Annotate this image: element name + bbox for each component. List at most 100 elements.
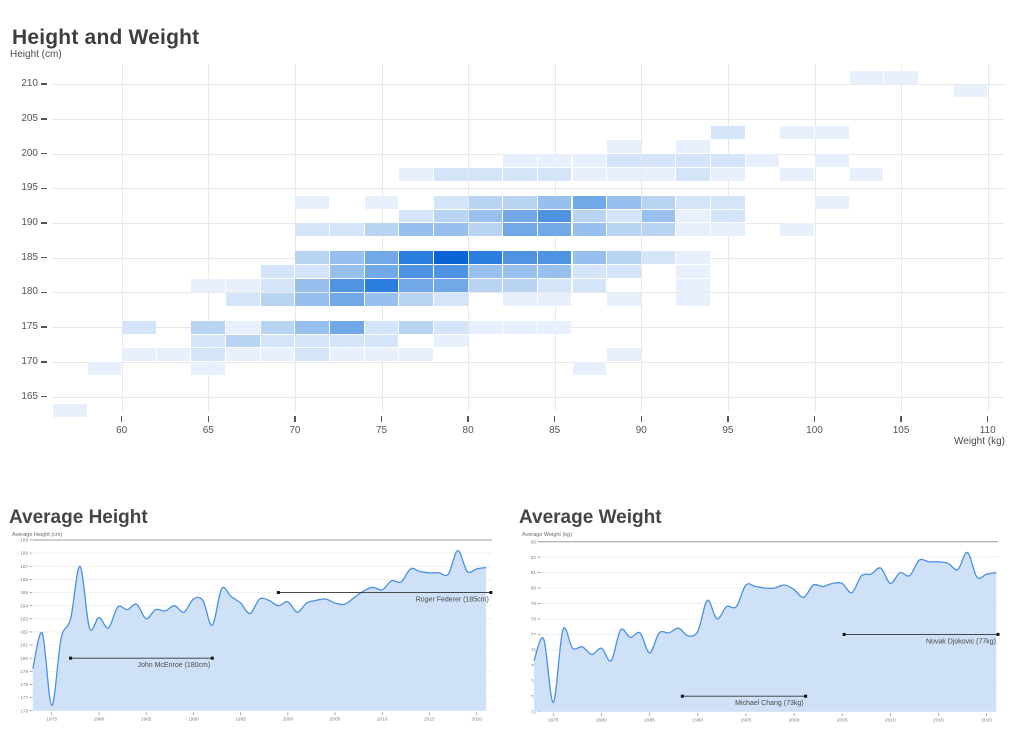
heatmap-cell bbox=[226, 348, 260, 362]
x-tick-mark bbox=[467, 416, 469, 422]
heatmap-cell bbox=[364, 320, 399, 334]
heatmap-cell bbox=[295, 348, 329, 362]
heatmap-cell bbox=[676, 251, 711, 265]
heatmap-cell bbox=[711, 195, 745, 209]
heatmap-cell bbox=[260, 292, 295, 306]
annotation-label: John McEnroe (180cm) bbox=[137, 662, 210, 669]
y-tick-label: 75 bbox=[531, 663, 537, 668]
gridline bbox=[52, 188, 1005, 190]
heatmap-cell bbox=[433, 334, 468, 348]
y-tick-label: 176 bbox=[20, 708, 28, 713]
x-tick-mark bbox=[294, 416, 296, 422]
heatmap-cell bbox=[607, 209, 641, 223]
heatmap-cell bbox=[330, 320, 364, 334]
x-tick-mark bbox=[120, 416, 123, 422]
y-tick-label: 185 bbox=[21, 251, 38, 263]
heatmap-cell bbox=[815, 126, 849, 140]
average-weight-title: Average Weight bbox=[519, 506, 662, 528]
x-tick-label: 1995 bbox=[741, 718, 752, 724]
heatmap-cell bbox=[503, 292, 537, 306]
x-tick-label: 2000 bbox=[282, 717, 293, 723]
heatmap-cell bbox=[607, 167, 641, 181]
y-tick-mark bbox=[41, 326, 47, 328]
y-tick-mark bbox=[41, 361, 47, 363]
heatmap-cell bbox=[468, 320, 503, 334]
heatmap-cell bbox=[849, 70, 884, 84]
heatmap-cell bbox=[780, 126, 814, 140]
y-tick-label: 74 bbox=[531, 678, 537, 683]
heatmap-cell bbox=[260, 334, 295, 348]
area-fill bbox=[534, 552, 997, 712]
y-tick-label: 170 bbox=[21, 355, 38, 367]
x-tick-label: 2010 bbox=[885, 718, 896, 724]
heatmap-cell bbox=[537, 167, 572, 181]
heatmap-cell bbox=[468, 223, 503, 237]
heatmap-cell bbox=[433, 265, 468, 279]
x-tick-mark bbox=[380, 416, 383, 422]
x-tick-mark bbox=[986, 416, 989, 422]
heatmap-cell bbox=[226, 320, 260, 334]
x-tick-label: 80 bbox=[462, 425, 474, 436]
heatmap-cell bbox=[433, 279, 468, 292]
heatmap-cell bbox=[468, 279, 503, 292]
y-tick-label: 177 bbox=[20, 695, 28, 700]
heatmap-cell bbox=[503, 154, 537, 167]
heatmap-cell bbox=[295, 223, 329, 237]
y-tick-label: 79 bbox=[531, 601, 537, 606]
heatmap-cell bbox=[191, 348, 226, 362]
heatmap-cell bbox=[676, 223, 711, 237]
heatmap-cell bbox=[468, 195, 503, 209]
gridline bbox=[641, 64, 643, 412]
heatmap-cell bbox=[537, 251, 572, 265]
y-tick-label: 83 bbox=[531, 539, 537, 544]
x-tick-label: 75 bbox=[375, 425, 388, 436]
heatmap-cell bbox=[503, 223, 537, 237]
heatmap-cell bbox=[433, 223, 468, 237]
heatmap-cell bbox=[676, 209, 711, 223]
heatmap-cell bbox=[676, 279, 711, 292]
heatmap-cell bbox=[295, 320, 329, 334]
average-weight-chart: Average Weight (kg) 72 73 74 75 76 77 78 79 80 81 8… bbox=[522, 532, 1000, 724]
heatmap-cell bbox=[607, 195, 641, 209]
heatmap-cell bbox=[364, 195, 399, 209]
y-tick-label: 78 bbox=[531, 617, 537, 622]
heatmap-cell bbox=[849, 167, 884, 181]
x-tick-label: 1975 bbox=[548, 718, 559, 724]
heatmap-cell bbox=[364, 292, 399, 306]
heatmap-cell bbox=[191, 362, 226, 376]
y-tick-label: 180 bbox=[21, 286, 38, 298]
heatmap-cell bbox=[330, 334, 364, 348]
x-tick-label: 110 bbox=[979, 425, 996, 436]
y-tick-label: 81 bbox=[531, 570, 537, 575]
heatmap-cell bbox=[503, 167, 537, 181]
annotation-dot bbox=[842, 632, 846, 636]
heatmap-cell bbox=[503, 209, 537, 223]
heatmap-cell bbox=[607, 154, 641, 167]
x-tick-label: 85 bbox=[549, 425, 561, 436]
y-tick-label: 80 bbox=[531, 586, 537, 591]
heatmap-cell bbox=[884, 70, 918, 84]
heatmap-cell bbox=[191, 334, 226, 348]
annotation-dot bbox=[680, 694, 684, 698]
heatmap-cell bbox=[676, 167, 711, 181]
x-tick-mark bbox=[640, 416, 643, 422]
gridline bbox=[52, 396, 1005, 398]
y-tick-label: 73 bbox=[531, 694, 537, 699]
x-tick-label: 100 bbox=[806, 425, 823, 436]
x-tick-label: 2020 bbox=[981, 718, 992, 724]
y-tick-mark bbox=[41, 291, 47, 294]
x-tick-label: 105 bbox=[892, 425, 910, 436]
x-tick-label: 2010 bbox=[377, 717, 388, 723]
heatmap-cell bbox=[364, 223, 399, 237]
annotation-dot bbox=[804, 694, 808, 698]
heatmap-cell bbox=[433, 292, 468, 306]
y-tick-mark bbox=[41, 222, 47, 224]
heatmap-cell bbox=[295, 279, 329, 292]
heatmap-cell bbox=[468, 251, 503, 265]
heatmap-cell bbox=[191, 320, 226, 334]
annotation-label: Roger Federer (185cm) bbox=[416, 597, 489, 604]
heatmap-cell bbox=[537, 292, 572, 306]
heatmap-cell bbox=[330, 279, 364, 292]
y-tick-mark bbox=[41, 256, 47, 259]
heatmap-cell bbox=[537, 223, 572, 237]
